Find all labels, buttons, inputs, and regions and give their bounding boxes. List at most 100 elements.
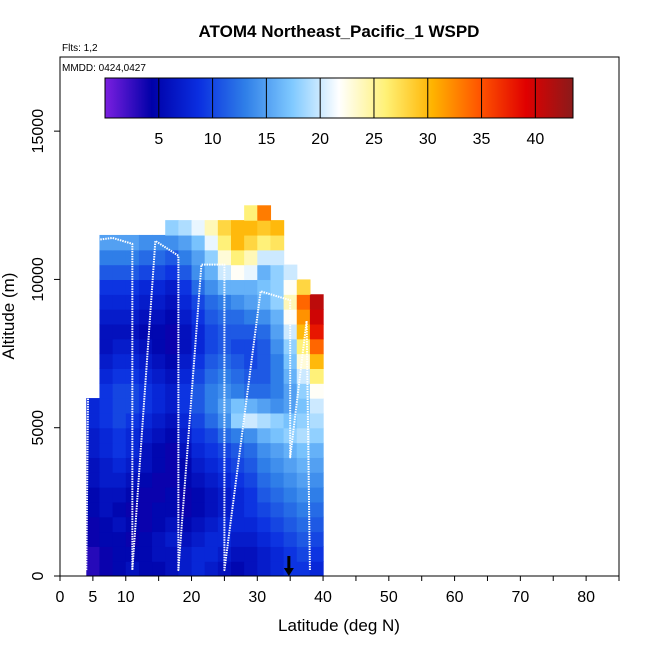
heatmap-cell — [244, 546, 258, 562]
heatmap-cell — [112, 323, 127, 340]
heatmap-cell — [99, 412, 114, 429]
heatmap-cell — [230, 338, 245, 355]
colorbar-tick-label: 40 — [526, 131, 544, 148]
heatmap-cell — [204, 546, 219, 562]
flight-track-line — [85, 236, 311, 572]
heatmap-cell — [152, 427, 166, 444]
heatmap-cell — [257, 294, 272, 310]
heatmap-cell — [86, 427, 101, 444]
heatmap-cell — [125, 249, 140, 266]
heatmap-cell — [165, 457, 179, 473]
y-tick-label: 5000 — [30, 410, 47, 446]
heatmap-cell — [257, 398, 272, 414]
heatmap-cell — [230, 383, 245, 399]
y-axis-label: Altitude (m) — [0, 273, 18, 360]
heatmap-cell — [296, 294, 311, 310]
y-tick-label: 10000 — [30, 257, 47, 302]
heatmap-cell — [165, 353, 179, 369]
heatmap-cell — [152, 561, 166, 576]
heatmap-cell — [309, 412, 324, 429]
heatmap-cell — [165, 531, 179, 547]
heatmap-cell — [309, 323, 324, 340]
heatmap-cell — [204, 264, 219, 281]
flights-note: Flts: 1,2 — [62, 43, 98, 54]
heatmap-cell — [230, 442, 245, 458]
heatmap-cell — [152, 249, 166, 266]
heatmap-cell — [244, 561, 258, 576]
heatmap-cell — [191, 294, 206, 310]
heatmap-cell — [125, 412, 140, 429]
heatmap-cell — [270, 294, 285, 310]
heatmap-cell — [112, 546, 127, 562]
heatmap-cell — [165, 338, 179, 355]
heatmap-cell — [191, 472, 206, 488]
heatmap-cell — [204, 249, 219, 266]
heatmap-cell — [217, 353, 232, 369]
date-note: MMDD: 0424,0427 — [62, 63, 146, 74]
heatmap-cell — [152, 398, 166, 414]
heatmap-cell — [230, 472, 245, 488]
heatmap-cell — [270, 442, 285, 458]
heatmap-cell — [191, 427, 206, 444]
heatmap-cell — [86, 472, 101, 488]
heatmap-cell — [152, 531, 166, 547]
heatmap-cell — [309, 546, 324, 562]
heatmap-cell — [138, 457, 153, 473]
heatmap — [86, 205, 324, 576]
heatmap-cell — [99, 561, 114, 576]
heatmap-cell — [99, 487, 114, 503]
heatmap-cell — [138, 531, 153, 547]
heatmap-cell — [257, 531, 272, 547]
x-axis: 0 5 10 20 30 40 50 60 70 80 — [56, 576, 620, 606]
heatmap-cell — [270, 309, 285, 325]
heatmap-cell — [257, 279, 272, 295]
heatmap-cell — [257, 427, 272, 444]
heatmap-cell — [309, 353, 324, 369]
heatmap-cell — [191, 501, 206, 518]
heatmap-cell — [244, 501, 258, 518]
heatmap-cell — [296, 457, 311, 473]
heatmap-cell — [165, 561, 179, 576]
heatmap-cell — [309, 338, 324, 355]
heatmap-cell — [99, 309, 114, 325]
heatmap-cell — [296, 309, 311, 325]
heatmap-cell — [86, 531, 101, 547]
heatmap-cell — [270, 427, 285, 444]
heatmap-cell — [296, 338, 311, 355]
heatmap-cell — [296, 353, 311, 369]
heatmap-cell — [152, 279, 166, 295]
heatmap-cell — [99, 457, 114, 473]
heatmap-cell — [204, 353, 219, 369]
heatmap-cell — [270, 279, 285, 295]
heatmap-cell — [257, 338, 272, 355]
marker-arrow-head — [283, 568, 294, 576]
heatmap-cell — [244, 309, 258, 325]
x-tick-label: 30 — [248, 589, 266, 606]
heatmap-cell — [270, 264, 285, 281]
heatmap-cell — [112, 472, 127, 488]
heatmap-cell — [244, 205, 258, 221]
heatmap-cell — [296, 412, 311, 429]
heatmap-cell — [309, 368, 324, 384]
heatmap-cell — [217, 249, 232, 266]
colorbar-tick-label: 5 — [154, 131, 163, 148]
heatmap-cell — [296, 487, 311, 503]
heatmap-cell — [204, 516, 219, 533]
heatmap-cell — [178, 546, 193, 562]
heatmap-cell — [296, 546, 311, 562]
heatmap-cell — [191, 368, 206, 384]
heatmap-cell — [270, 353, 285, 369]
heatmap-cell — [309, 427, 324, 444]
heatmap-cell — [125, 234, 140, 251]
heatmap-cell — [165, 383, 179, 399]
x-tick-label: 10 — [117, 589, 135, 606]
heatmap-cell — [283, 472, 298, 488]
heatmap-cell — [257, 249, 272, 266]
heatmap-cell — [99, 368, 114, 384]
heatmap-cell — [165, 487, 179, 503]
heatmap-cell — [244, 264, 258, 281]
heatmap-cell — [86, 412, 101, 429]
heatmap-cell — [283, 457, 298, 473]
heatmap-cell — [125, 398, 140, 414]
heatmap-cell — [138, 442, 153, 458]
